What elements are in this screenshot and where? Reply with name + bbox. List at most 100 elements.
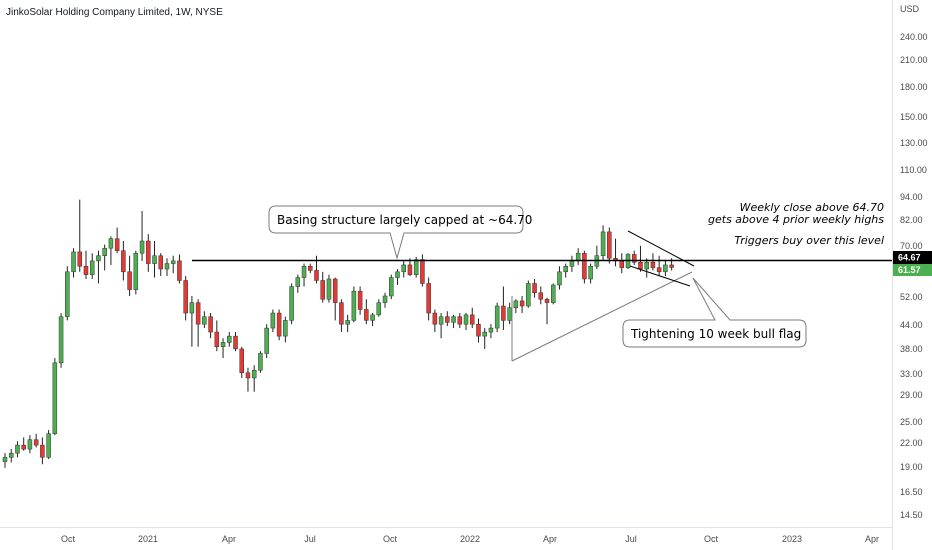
- candle-up: [557, 271, 562, 286]
- candle-down: [177, 260, 182, 281]
- candle-down: [519, 300, 525, 307]
- candle-down: [121, 250, 126, 273]
- candle-up: [65, 271, 70, 317]
- candle-down: [77, 251, 83, 267]
- currency-label: USD: [900, 4, 920, 14]
- x-tick-2021: 2021: [138, 534, 158, 544]
- candle-down: [544, 299, 550, 303]
- candle-down: [426, 283, 431, 314]
- candle-down: [470, 314, 475, 325]
- candle-up: [8, 452, 14, 458]
- candle-up: [345, 320, 350, 325]
- y-tick-180: 180.00: [900, 82, 928, 92]
- candle-up: [382, 295, 388, 303]
- candle-up: [152, 255, 157, 264]
- price-tag-last: 61.57: [893, 264, 932, 276]
- candle-up: [488, 327, 494, 333]
- candle-up: [52, 362, 58, 434]
- candle-up: [139, 240, 145, 254]
- candle-up: [295, 277, 301, 287]
- candle-up: [438, 316, 444, 325]
- candle-up: [58, 316, 64, 364]
- candle-down: [432, 312, 438, 325]
- candle-down: [476, 323, 481, 337]
- candle-down: [239, 348, 244, 374]
- y-axis: 240.00 210.00 180.00 150.00 130.00 110.0…: [900, 32, 928, 520]
- candle-down: [656, 267, 662, 273]
- candle-up: [663, 264, 668, 273]
- candle-up: [326, 278, 332, 300]
- candle-up: [270, 312, 276, 329]
- candle-up: [251, 369, 257, 379]
- candle-down: [146, 240, 151, 264]
- candle-down: [40, 444, 45, 458]
- y-tick-33: 33.00: [900, 369, 923, 379]
- candle-up: [27, 439, 33, 450]
- candle-down: [245, 372, 251, 379]
- candle-up: [395, 271, 400, 278]
- y-tick-29: 29.00: [900, 390, 923, 400]
- candle-down: [195, 302, 201, 325]
- candle-up: [108, 238, 114, 249]
- candle-up: [451, 316, 456, 323]
- y-tick-70: 70.00: [900, 241, 923, 251]
- chart-title: JinkoSolar Holding Company Limited, 1W, …: [6, 7, 223, 18]
- candle-up: [370, 314, 375, 321]
- basing-callout-text: Basing structure largely capped at ~64.7…: [277, 213, 532, 227]
- candle-up: [170, 260, 176, 264]
- candle-up: [550, 284, 556, 303]
- x-tick-apr-2022: Apr: [543, 534, 557, 544]
- candle-up: [513, 300, 519, 308]
- x-tick-jul-2022: Jul: [625, 534, 637, 544]
- candle-up: [189, 302, 195, 314]
- candle-up: [569, 260, 575, 267]
- candle-down: [183, 280, 188, 314]
- price-tag-level: 64.67: [893, 251, 932, 264]
- candle-up: [413, 259, 419, 275]
- candle-down: [457, 316, 463, 325]
- candle-up: [482, 331, 487, 337]
- candle-down: [582, 252, 587, 280]
- candle-down: [308, 266, 313, 271]
- candle-up: [283, 320, 288, 337]
- candle-down: [332, 278, 338, 303]
- x-axis: Oct 2021 Apr Jul Oct 2022 Apr Jul Oct 20…: [61, 534, 879, 544]
- x-tick-oct-2021: Oct: [383, 534, 398, 544]
- y-tick-44: 44.00: [900, 320, 923, 330]
- candle-up: [289, 286, 294, 321]
- candle-up: [220, 342, 226, 347]
- candle-up: [301, 266, 307, 278]
- y-tick-22: 22.00: [900, 438, 923, 448]
- candle-up: [563, 266, 568, 273]
- candle-down: [208, 316, 213, 333]
- candle-down: [214, 331, 220, 347]
- y-tick-110: 110.00: [900, 165, 927, 175]
- candle-down: [276, 312, 282, 337]
- candle-down: [420, 259, 425, 284]
- y-tick-19: 19.00: [900, 462, 923, 472]
- candle-down: [83, 266, 89, 275]
- candle-down: [320, 280, 325, 300]
- x-tick-oct-2022: Oct: [704, 534, 719, 544]
- x-tick-2022: 2022: [460, 534, 480, 544]
- candle-up: [258, 353, 263, 371]
- candle-down: [407, 264, 413, 275]
- candle-down: [445, 316, 450, 323]
- candle-up: [133, 252, 139, 290]
- candle-up: [96, 255, 101, 262]
- y-tick-240: 240.00: [900, 32, 928, 42]
- candle-down: [501, 305, 506, 321]
- y-tick-25: 25.00: [900, 417, 923, 427]
- candle-up: [389, 277, 394, 297]
- candle-up: [46, 433, 51, 458]
- candle-down: [631, 254, 637, 263]
- candle-down: [669, 264, 674, 268]
- candle-up: [227, 335, 232, 343]
- candle-up: [644, 261, 649, 270]
- x-tick-apr-2023: Apr: [865, 534, 879, 544]
- svg-text:64.67: 64.67: [898, 253, 921, 263]
- candle-up: [588, 266, 593, 280]
- candle-up: [15, 444, 20, 454]
- candle-down: [619, 260, 625, 268]
